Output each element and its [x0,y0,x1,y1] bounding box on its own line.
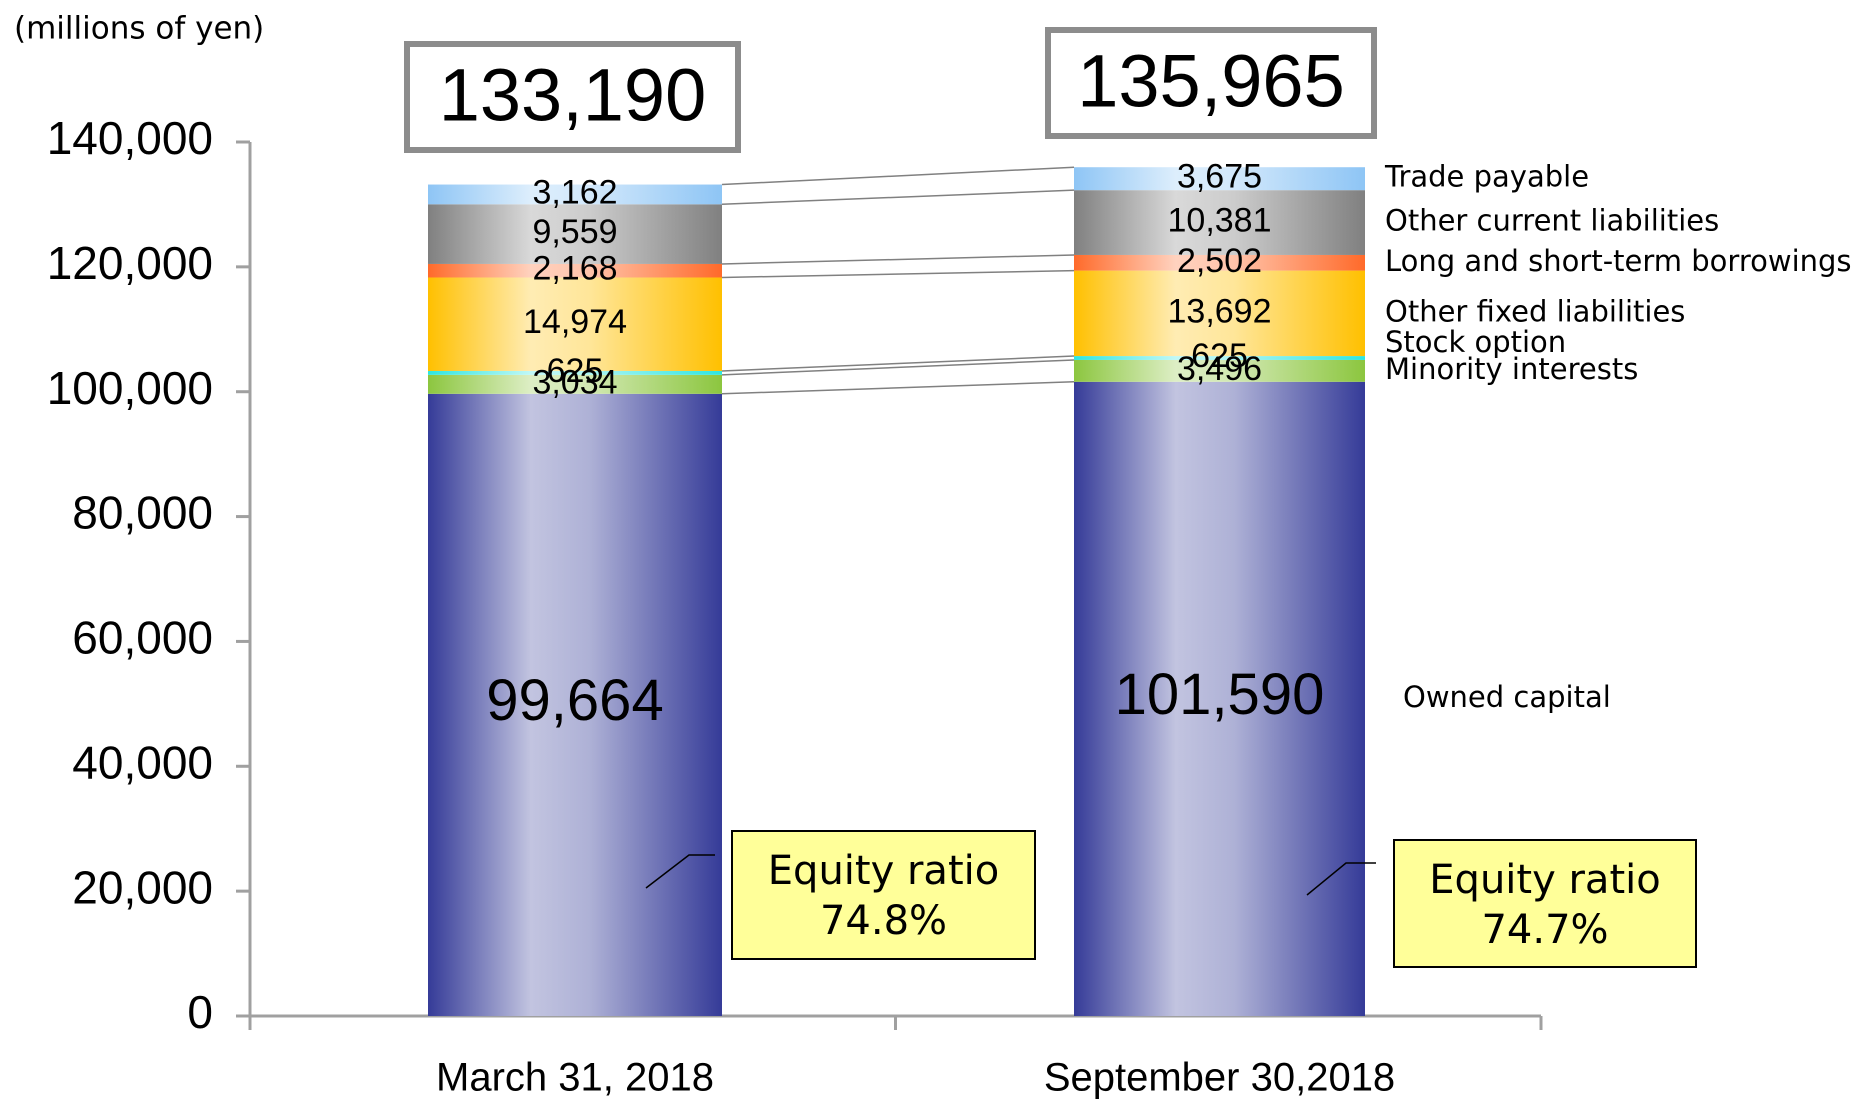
value-label: 14,974 [523,303,627,341]
bar-segment [1074,356,1365,360]
value-label: 2,502 [1177,242,1262,280]
y-tick-label: 0 [187,986,213,1038]
value-label: 3,034 [532,363,617,401]
value-label: 2,168 [532,250,617,288]
total-label: 135,965 [1077,40,1345,123]
total-label: 133,190 [439,54,707,137]
legend-label: Other current liabilities [1385,204,1719,238]
value-label: 3,496 [1177,350,1262,388]
bar-segment [428,263,722,278]
equity-box [1393,839,1697,968]
bar-segment [428,204,722,264]
legend-label: Stock option [1385,325,1566,359]
bar-segment [428,393,722,1016]
value-label: 3,675 [1177,158,1262,196]
equity-label: Equity ratio [1429,857,1660,903]
y-tick-label: 120,000 [47,237,213,289]
connector [721,189,1075,206]
value-label: 101,590 [1115,662,1325,727]
bar-segment [1074,359,1365,382]
legend-label: Long and short-term borrowings [1385,244,1852,278]
equity-box [731,830,1036,960]
bar-segment [428,277,722,371]
bar-segment [1074,190,1365,255]
connector [721,254,1075,265]
equity-label: Equity ratio [768,848,999,894]
value-label: 3,162 [532,173,617,211]
equity-value: 74.8% [820,898,947,944]
value-label: 10,381 [1168,202,1272,240]
value-label: 13,692 [1168,292,1272,330]
connector [721,359,1075,376]
y-tick-label: 100,000 [47,362,213,414]
total-box [1045,27,1377,139]
legend-label: Other fixed liabilities [1385,294,1685,328]
value-label: 99,664 [486,668,663,733]
bar-segment [428,374,722,394]
y-tick-label: 140,000 [47,112,213,164]
leader-line [645,854,715,889]
legend-label: Owned capital [1403,680,1611,714]
leader-line [1306,862,1376,896]
bar-segment [428,370,722,375]
total-box [404,41,741,153]
connector [721,166,1075,186]
value-label: 625 [1191,337,1248,375]
value-label: 625 [547,352,604,390]
x-tick-label: September 30,2018 [1044,1056,1395,1100]
bar-segment [1074,381,1365,1016]
equity-value: 74.7% [1481,907,1608,953]
x-tick-label: March 31, 2018 [436,1056,714,1100]
bar-segment [1074,254,1365,271]
y-tick-label: 40,000 [72,736,213,788]
legend-label: Minority interests [1385,352,1638,386]
bar-segment [1074,270,1365,357]
connector [721,355,1075,372]
bar-segment [428,184,722,205]
connector [721,269,1075,279]
legend-label: Trade payable [1384,160,1589,194]
connector [721,381,1075,395]
unit-label: (millions of yen) [14,11,264,47]
y-tick-label: 20,000 [72,861,213,913]
value-label: 9,559 [532,213,617,251]
y-tick-label: 80,000 [72,487,213,539]
y-tick-label: 60,000 [72,612,213,664]
bar-segment [1074,167,1365,191]
